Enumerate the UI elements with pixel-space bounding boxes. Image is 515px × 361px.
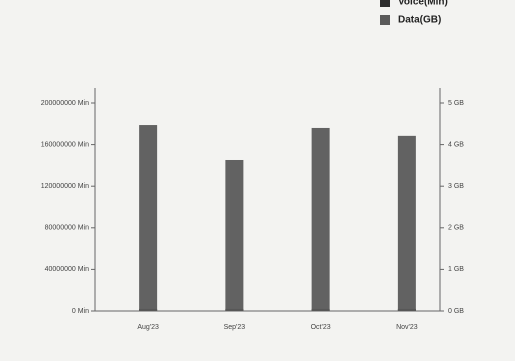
bar [225, 159, 244, 311]
y-tick-label: 200000000 Min [41, 100, 89, 107]
bar [139, 125, 158, 311]
x-tick-label: Nov'23 [396, 324, 418, 331]
y-tick-label: 40000000 Min [45, 266, 89, 273]
y2-tick-label: 0 GB [448, 308, 464, 315]
legend-label: Voice(Min) [398, 0, 448, 8]
y2-tick-label: 5 GB [448, 100, 464, 107]
legend-label: Data(GB) [398, 15, 441, 26]
y2-tick-label: 3 GB [448, 183, 464, 190]
y2-tick-label: 4 GB [448, 141, 464, 148]
x-tick-label: Sep'23 [224, 324, 246, 331]
y2-tick-label: 2 GB [448, 225, 464, 232]
y-tick-label: 120000000 Min [41, 183, 89, 190]
legend-swatch [380, 15, 390, 25]
bar [311, 127, 330, 312]
y-tick-label: 160000000 Min [41, 141, 89, 148]
y-tick-label: 0 Min [72, 308, 89, 315]
x-tick-label: Oct'23 [311, 324, 331, 331]
bar [397, 135, 416, 311]
y2-tick-label: 1 GB [448, 266, 464, 273]
x-tick-label: Aug'23 [137, 324, 159, 331]
y-tick-label: 80000000 Min [45, 225, 89, 232]
legend-swatch [380, 0, 390, 7]
